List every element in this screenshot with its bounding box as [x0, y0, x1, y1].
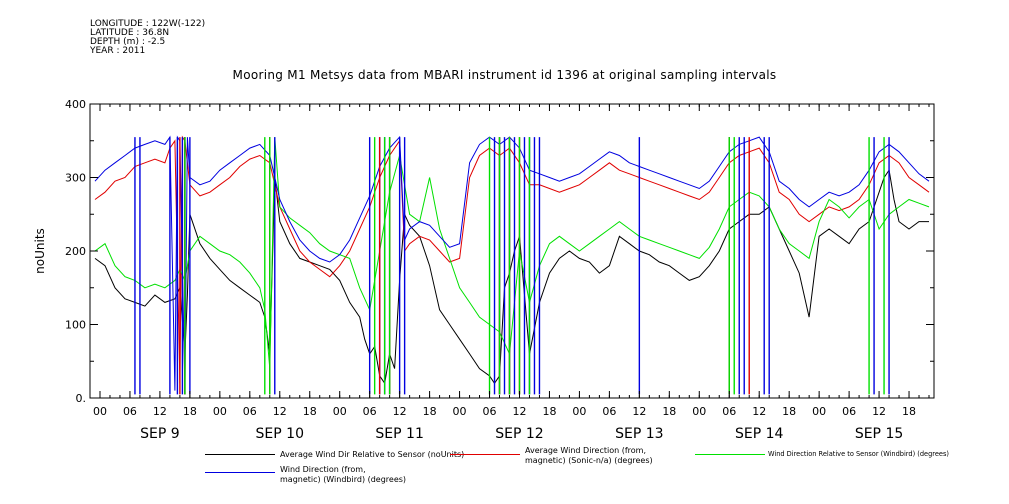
- day-label-5: SEP 14: [735, 426, 784, 442]
- legend-swatch-red: [450, 454, 520, 455]
- x-tick-label: 00: [692, 405, 706, 418]
- y-tick-label: 200: [65, 245, 86, 258]
- legend-swatch-blue: [205, 472, 275, 473]
- x-tick-label: 00: [812, 405, 826, 418]
- x-tick-label: 00: [213, 405, 227, 418]
- x-tick-label: 06: [722, 405, 736, 418]
- chart-title: Mooring M1 Metsys data from MBARI instru…: [232, 68, 777, 82]
- y-tick-label: 300: [65, 172, 86, 185]
- year-label: YEAR : 2011: [90, 46, 146, 56]
- legend-label-avg-wind-direction-line1: Average Wind Direction (from,: [525, 446, 647, 455]
- x-tick-label: 06: [483, 405, 497, 418]
- x-tick-label: 18: [782, 405, 796, 418]
- x-tick-label: 00: [93, 405, 107, 418]
- legend-label-wind-direction-windbird-line1: Wind Direction (from,: [280, 465, 366, 474]
- x-tick-label: 00: [333, 405, 347, 418]
- x-tick-label: 12: [512, 405, 526, 418]
- x-tick-label: 06: [123, 405, 137, 418]
- x-tick-label: 18: [542, 405, 556, 418]
- legend-label-wind-dir-relative-nounits: Average Wind Dir Relative to Sensor (noU…: [280, 450, 465, 459]
- y-tick-label: 100: [65, 319, 86, 332]
- legend-swatch-black: [205, 454, 275, 455]
- axes: 0. 100 200 300 400 00 06 12 18 00 06 12 18 00 06 12 18 00…: [65, 98, 934, 442]
- latitude-label: LATITUDE : 36.8N: [90, 28, 170, 38]
- x-tick-label: 18: [303, 405, 317, 418]
- x-tick-label: 18: [183, 405, 197, 418]
- day-label-0: SEP 9: [140, 426, 180, 442]
- x-tick-label: 00: [572, 405, 586, 418]
- day-label-4: SEP 13: [615, 426, 663, 442]
- x-tick-label: 12: [752, 405, 766, 418]
- x-tick-label: 12: [273, 405, 287, 418]
- x-tick-label: 00: [453, 405, 467, 418]
- longitude-label: LONGITUDE : 122W(-122): [90, 19, 206, 29]
- y-tick-label: 400: [65, 98, 86, 111]
- x-tick-label: 06: [842, 405, 856, 418]
- x-tick-label: 18: [902, 405, 916, 418]
- day-label-2: SEP 11: [375, 426, 423, 442]
- plot-frame: [89, 103, 935, 399]
- series-line-0: [94, 168, 929, 385]
- x-tick-label: 12: [872, 405, 886, 418]
- series-lines: [94, 135, 930, 395]
- day-label-3: SEP 12: [495, 426, 543, 442]
- x-tick-label: 12: [153, 405, 167, 418]
- x-tick-label: 06: [602, 405, 616, 418]
- legend-swatch-green: [695, 454, 765, 455]
- y-tick-label: 0.: [76, 392, 87, 405]
- legend-label-avg-wind-direction-line2: magnetic) (Sonic-n/a) (degrees): [525, 456, 653, 465]
- x-tick-label: 06: [363, 405, 377, 418]
- day-label-1: SEP 10: [256, 426, 304, 442]
- depth-label: DEPTH (m) : -2.5: [90, 37, 166, 47]
- day-label-6: SEP 15: [855, 426, 903, 442]
- x-tick-label: 12: [632, 405, 646, 418]
- x-tick-label: 06: [243, 405, 257, 418]
- series-line-3: [94, 135, 930, 391]
- x-tick-label: 18: [662, 405, 676, 418]
- metadata-header: LONGITUDE : 122W(-122) LATITUDE : 36.8N …: [90, 20, 205, 56]
- y-axis-label: noUnits: [33, 228, 47, 274]
- legend-label-wind-direction-relative-windbird: Wind Direction Relative to Sensor (Windb…: [768, 450, 949, 458]
- x-tick-label: 12: [393, 405, 407, 418]
- legend-label-wind-direction-windbird-line2: magnetic) (Windbird) (degrees): [280, 475, 407, 484]
- series-line-2: [94, 137, 930, 369]
- x-tick-label: 18: [423, 405, 437, 418]
